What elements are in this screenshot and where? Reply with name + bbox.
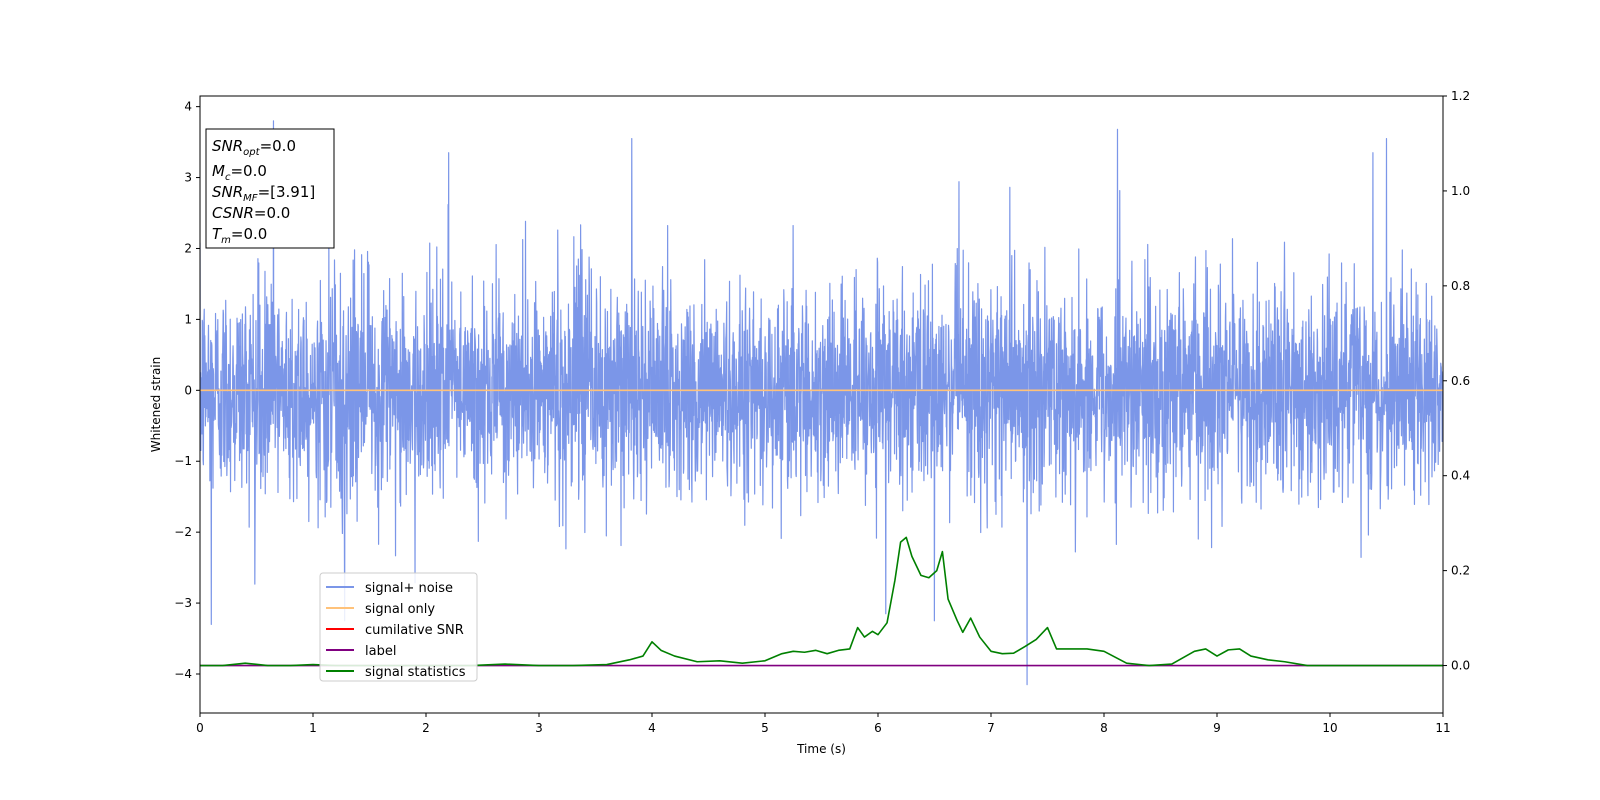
y-axis-right: 0.0 0.2 0.4 0.6 0.8 1.0 1.2	[1443, 89, 1470, 673]
y2-tick-label: 1.0	[1451, 184, 1470, 198]
y2-tick-label: 0.4	[1451, 469, 1470, 483]
legend-label: signal+ noise	[365, 581, 453, 596]
info-box-frame	[205, 128, 335, 249]
x-axis-label: Time (s)	[796, 742, 846, 756]
legend: signal+ noise signal only cumilative SNR la…	[319, 572, 478, 682]
y-tick-label: −1	[174, 454, 192, 468]
legend-frame	[319, 572, 478, 682]
x-tick-label: 4	[648, 721, 656, 735]
y-tick-label: −4	[174, 667, 192, 681]
x-axis: 0 1 2 3 4 5 6 7 8 9 10 11	[196, 713, 1451, 735]
info-line: SNRopt=0.0	[212, 137, 296, 158]
x-tick-label: 8	[1100, 721, 1108, 735]
y2-tick-label: 0.0	[1451, 659, 1470, 673]
legend-label: signal only	[365, 602, 435, 617]
info-line: Mc=0.0	[212, 162, 267, 183]
legend-label: cumilative SNR	[365, 623, 464, 638]
y-tick-label: 3	[184, 171, 192, 185]
x-tick-label: 6	[874, 721, 882, 735]
x-tick-label: 2	[422, 721, 430, 735]
x-tick-label: 11	[1435, 721, 1450, 735]
info-line: CSNR=0.0	[212, 204, 290, 222]
info-line: SNRMF=[3.91]	[212, 183, 315, 204]
legend-label: label	[365, 644, 396, 659]
x-tick-label: 7	[987, 721, 995, 735]
y2-tick-label: 0.2	[1451, 564, 1470, 578]
x-tick-label: 5	[761, 721, 769, 735]
y-tick-label: 0	[184, 383, 192, 397]
x-tick-label: 10	[1322, 721, 1337, 735]
y-axis-left: −4 −3 −2 −1 0 1 2 3 4	[174, 100, 200, 681]
y2-tick-label: 1.2	[1451, 89, 1470, 103]
series-signal-noise	[200, 120, 1443, 686]
x-tick-label: 0	[196, 721, 204, 735]
y-tick-label: 4	[184, 100, 192, 114]
legend-label: signal statistics	[365, 665, 466, 680]
y-axis-label: Whitened strain	[149, 357, 163, 453]
y-tick-label: −2	[174, 525, 192, 539]
y-tick-label: −3	[174, 596, 192, 610]
x-tick-label: 9	[1213, 721, 1221, 735]
x-tick-label: 1	[309, 721, 317, 735]
x-tick-label: 3	[535, 721, 543, 735]
series-signal-statistics	[200, 536, 1443, 667]
plot-frame	[199, 95, 1444, 714]
y-tick-label: 1	[184, 312, 192, 326]
info-line: Tm=0.0	[212, 225, 267, 246]
y2-tick-label: 0.6	[1451, 374, 1470, 388]
y-tick-label: 2	[184, 241, 192, 255]
y2-tick-label: 0.8	[1451, 279, 1470, 293]
